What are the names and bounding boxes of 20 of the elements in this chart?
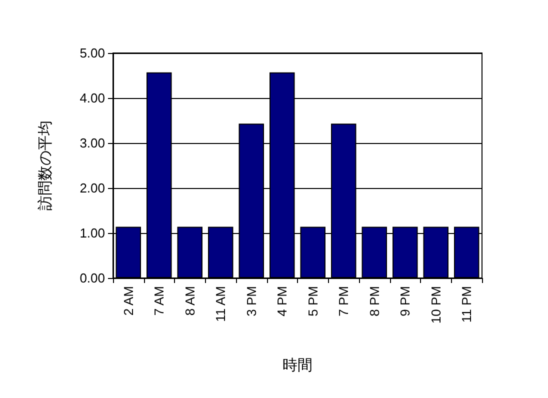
y-tick-label: 3.00 xyxy=(80,136,105,150)
x-tick-label: 8 PM xyxy=(366,286,382,316)
x-axis-title: 時間 xyxy=(282,357,312,374)
y-tick-label: 2.00 xyxy=(80,180,105,196)
x-tick-label: 4 PM xyxy=(274,286,290,316)
x-tick-label: 7 PM xyxy=(336,286,352,316)
x-tick-label: 10 PM xyxy=(428,286,444,324)
y-tick-label: 0.00 xyxy=(80,270,105,286)
y-tick-label: 5.00 xyxy=(80,46,105,60)
x-tick-label: 2 AM xyxy=(120,286,136,316)
y-tick-label: 1.00 xyxy=(80,226,105,240)
x-tick-label: 8 AM xyxy=(182,286,198,316)
x-tick-label: 9 PM xyxy=(398,286,413,316)
x-tick-label: 7 AM xyxy=(152,286,167,316)
x-tick-label: 3 PM xyxy=(244,286,259,316)
y-axis-title: 訪問数の平均 xyxy=(37,120,54,210)
x-tick-label: 5 PM xyxy=(305,286,320,316)
x-tick-label: 11 PM xyxy=(459,286,474,323)
x-tick-label: 11 AM xyxy=(213,286,228,322)
y-tick-label: 4.00 xyxy=(80,90,105,106)
